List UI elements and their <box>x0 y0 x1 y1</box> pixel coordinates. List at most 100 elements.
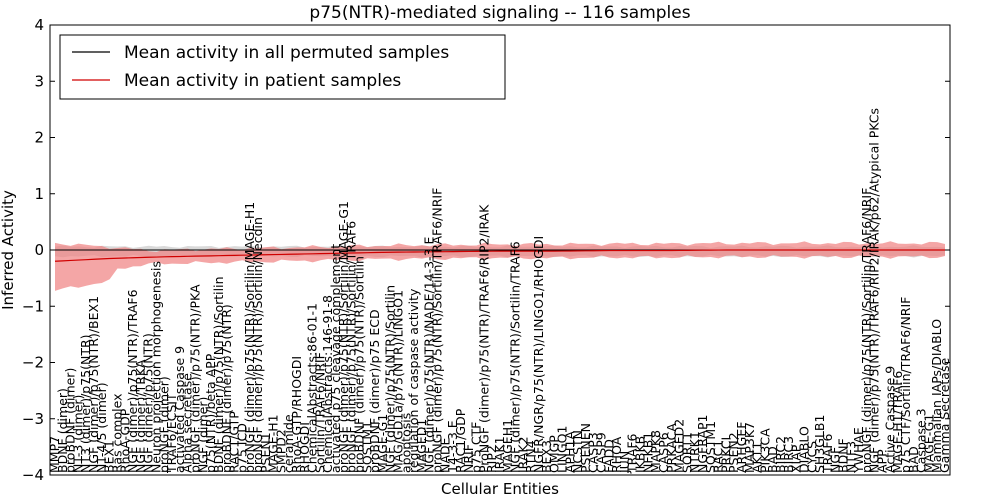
x-tick-label: ceramide <box>281 414 296 473</box>
y-tick-label: −4 <box>22 466 44 484</box>
x-tick-label: NGF (dimer) <box>195 397 210 473</box>
x-tick-label: MAP3K7 <box>742 422 757 473</box>
x-tick-label: p75(NTR)/beta APP <box>203 353 218 473</box>
y-tick-label: 0 <box>34 241 44 259</box>
x-tick-label: BAD <box>906 446 921 473</box>
x-tick-label: apoptosis <box>398 413 413 473</box>
y-tick-label: −3 <box>22 410 44 428</box>
x-tick-label: MAGED1 <box>414 419 429 473</box>
x-tick-label: RIP2 <box>484 445 499 473</box>
x-tick-label: SQSTM1 <box>359 421 374 473</box>
x-tick-label: NCSTN <box>570 430 585 473</box>
x-tick-label: CASP9 <box>593 432 608 473</box>
x-tick-label: regulation of caspase activity <box>406 288 421 473</box>
x-tick-label: RAC1/GTP <box>227 411 242 473</box>
x-tick-label: BEX1 <box>102 440 117 473</box>
x-tick-label: NGF (dimer)/TRKA <box>133 359 148 473</box>
x-tick-label: MAGEH1 <box>500 419 515 473</box>
x-tick-label: TRAF6/ECSIT <box>164 393 179 474</box>
x-tick-label: NGF (dimer)/p75(NTR)/TRAF6 <box>125 289 140 473</box>
x-tick-label: NT-4/5 (dimer) <box>94 382 109 473</box>
x-tick-label: Alpha secretase <box>180 373 195 473</box>
x-tick-label: APH1A <box>562 431 577 473</box>
x-tick-label: PRKCI <box>718 437 733 473</box>
axes: −4 −3 −2 −1 0 1 2 3 4 <box>22 16 951 484</box>
x-tick-label: NT3 (dimer)/p75(NTR) <box>78 334 93 473</box>
x-tick-label: JUN <box>617 451 632 474</box>
x-tick-label: RTN4 <box>523 440 538 473</box>
x-tick-label: proBDNF (dimer)/p75(NTR) <box>219 304 234 473</box>
x-tick-label: NGF (dimer)/p75(NTR)/NADE/14-3-3 E <box>422 237 437 473</box>
x-tick-label: BIRC2 <box>773 436 788 473</box>
x-tick-label: BEX3 <box>539 440 554 473</box>
x-tick-label: CASP3 <box>586 432 601 473</box>
x-tick-label: Active Caspase 9 <box>882 366 897 473</box>
x-tick-label: ProNGF (dimer)/p75(NTR)/TRAF6/RIP2/IRAK <box>476 204 491 473</box>
y-tick-label: 4 <box>34 16 44 34</box>
x-tick-label: SORT1 <box>679 432 694 473</box>
x-tick-label: Mammalian IAPs/DIABLO <box>929 319 944 473</box>
x-tick-label: OMGP <box>547 435 562 473</box>
legend-box <box>59 34 506 100</box>
x-axis-label: Cellular Entities <box>441 480 559 498</box>
x-tick-label: proBDNF (dimer)/p75 ECD <box>367 309 382 473</box>
x-tick-label: p75 ICD <box>234 423 249 473</box>
x-tick-label: RAC1/GDP <box>453 408 468 473</box>
x-tick-label: 14-3-3 E <box>445 420 460 473</box>
x-tick-label: NADE <box>437 437 452 473</box>
x-tick-label: MAGED2 <box>672 419 687 473</box>
x-tick-label: Caspase 3 <box>914 408 929 473</box>
chart-title: p75(NTR)-mediated signaling -- 116 sampl… <box>309 3 690 23</box>
x-tick-label: NRIF <box>461 444 476 473</box>
x-tick-label: CYCS <box>804 441 819 473</box>
x-tick-label: activated Caspase 9 <box>172 346 187 473</box>
patient-mean-line <box>54 249 945 262</box>
x-tick-label: Ras complex <box>109 393 124 473</box>
x-tick-label: RHOA <box>609 436 624 473</box>
x-tick-label: p75 CTF <box>469 422 484 473</box>
x-tick-label: NT-3 (dimer) <box>70 395 85 473</box>
x-tick-label: PIK3CA <box>757 428 772 473</box>
y-tick-label: 1 <box>34 185 44 203</box>
x-tick-label: NGFRAP1 <box>695 415 710 473</box>
x-tick-label: RHOGDI <box>297 422 312 473</box>
series-lines <box>50 249 950 262</box>
confidence-bands <box>55 241 945 291</box>
x-tick-label: p75 CTF/Sortilin/TRAF6/NRIF <box>898 297 913 473</box>
x-tick-label: MAGE-H1 <box>266 414 281 473</box>
x-tick-label: NTF3 <box>843 441 858 473</box>
x-tick-label: ChemicalAbstracts:86-01-1 <box>305 303 320 473</box>
y-tick-label: 2 <box>34 129 44 147</box>
x-tick-label: LINGO1 <box>554 426 569 473</box>
x-tick-label: proNGF (dimer)/p75(NTR)/Sortilin/TRAF6 <box>344 221 359 473</box>
x-tick-label: NGFR/NGR/p75(NTR)/LINGO1/RHOGDI <box>531 236 546 473</box>
x-tick-label: MAPK8 <box>648 430 663 473</box>
x-tick-label: NFKB1 <box>640 432 655 473</box>
x-tick-label: RAC1 <box>711 440 726 473</box>
x-tick-label: proNGF (dimer)/p75(NTR)/Sortilin/MAGE-H1 <box>242 202 257 473</box>
x-tick-label: IRAK1 <box>492 436 507 473</box>
x-tick-label: SH3GLB1 <box>812 415 827 473</box>
legend: Mean activity in all permuted samples Me… <box>59 34 506 100</box>
x-tick-label: PSEN1 <box>258 432 273 473</box>
x-tick-label: proBDNF (dimer)/p75(NTR)/Sortilin <box>351 256 366 473</box>
y-tick-label: −2 <box>22 354 44 372</box>
legend-label-permuted: Mean activity in all permuted samples <box>124 43 449 63</box>
x-tick-label: MAGE-G1 <box>921 414 936 473</box>
x-tick-label: BAD <box>765 446 780 473</box>
x-tick-label: proNGF (dimer)/p75(NTR)/PKA <box>188 284 203 473</box>
x-tick-label: NTRK1 <box>687 431 702 473</box>
x-tick-label: ChemicalAbstracts:146-91-8 <box>320 295 335 473</box>
x-tick-label: SMPD2 <box>273 429 288 473</box>
x-tick-label: FADD <box>601 439 616 473</box>
x-tick-label: ARHGEF <box>734 422 749 473</box>
legend-label-patient: Mean activity in patient samples <box>124 71 401 91</box>
x-tick-label: NGF (dimer)/p75(NTR)/BEX1 <box>86 296 101 473</box>
x-tick-label: TRAF6 <box>625 433 640 474</box>
x-tick-label: CASP6 <box>656 432 671 473</box>
x-tick-label: NGF <box>828 447 843 473</box>
x-tick-label: BDNF (dimer) <box>55 388 70 473</box>
patient-band <box>55 241 945 291</box>
